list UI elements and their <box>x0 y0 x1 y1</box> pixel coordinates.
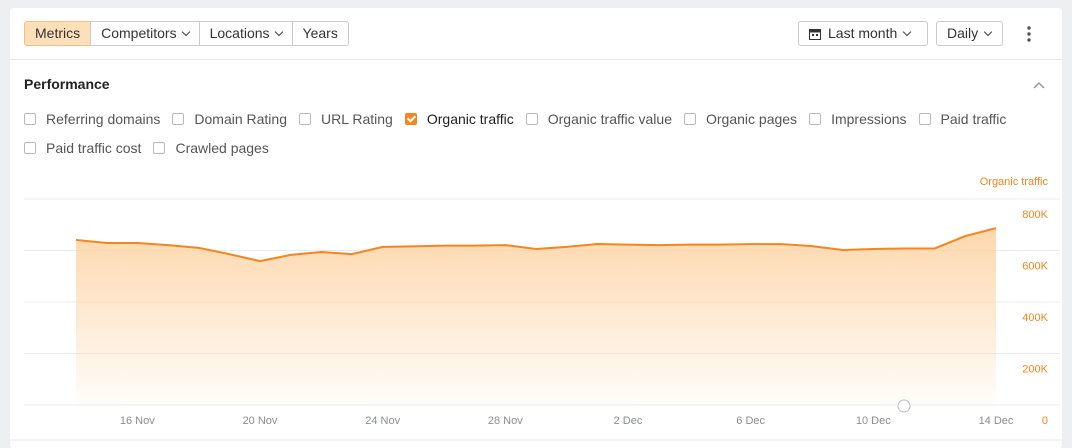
metric-row: Referring domains Domain Rating URL Rating… <box>24 111 1018 127</box>
annotation-icon <box>897 399 911 413</box>
metric-label: Organic traffic value <box>547 111 672 127</box>
checkbox <box>24 142 36 154</box>
kebab-icon[interactable] <box>1027 26 1031 42</box>
metric-checkbox[interactable]: Organic traffic <box>404 111 514 127</box>
tab[interactable]: Locations <box>198 21 293 46</box>
y-tick-label: 0 <box>1042 415 1048 427</box>
metric-label: Crawled pages <box>175 140 269 156</box>
x-tick-label: 10 Dec <box>856 415 891 427</box>
metric-checkbox[interactable]: Impressions <box>809 111 907 127</box>
metric-label: Paid traffic <box>940 111 1007 127</box>
checkbox <box>24 113 36 125</box>
x-tick-label: 14 Dec <box>979 415 1014 427</box>
checkbox <box>153 142 166 154</box>
x-tick-label: 24 Nov <box>365 415 400 427</box>
tab[interactable]: Metrics <box>24 21 92 46</box>
y-tick-label: 600K <box>1022 260 1048 272</box>
interval-label: Daily <box>947 25 979 41</box>
period-label: Last month <box>828 25 898 41</box>
y-tick-label: 400K <box>1022 312 1048 324</box>
tab[interactable]: Years <box>291 21 349 46</box>
metric-checkbox[interactable]: URL Rating <box>299 111 393 127</box>
tab-label: Years <box>302 25 338 41</box>
x-tick-label: 20 Nov <box>243 415 278 427</box>
tab-label: Competitors <box>101 25 177 41</box>
metric-label: Paid traffic cost <box>46 140 142 156</box>
checkbox <box>809 113 822 125</box>
metric-label: URL Rating <box>321 111 393 127</box>
metric-checkbox[interactable]: Crawled pages <box>153 140 269 156</box>
interval-button[interactable]: Daily <box>936 21 1003 46</box>
area <box>76 228 996 405</box>
tab-group: Metrics Competitors Locations Years <box>24 21 349 46</box>
checkbox <box>172 113 185 125</box>
x-tick-label: 2 Dec <box>614 415 643 427</box>
metric-checkbox[interactable]: Paid traffic cost <box>24 140 141 156</box>
metric-label: Organic traffic <box>426 111 514 127</box>
divider <box>10 59 1062 60</box>
x-tick-label: 16 Nov <box>120 415 155 427</box>
calendar-icon <box>809 28 821 40</box>
y-tick-label: 200K <box>1022 363 1048 375</box>
checkbox <box>299 113 311 125</box>
metric-label: Referring domains <box>46 111 161 127</box>
metric-row: Paid traffic cost Crawled pages <box>24 140 281 156</box>
metric-checkbox[interactable]: Referring domains <box>24 111 160 127</box>
section-title: Performance <box>24 76 110 92</box>
legend-label: Organic traffic <box>980 176 1049 188</box>
metric-checkbox[interactable]: Organic pages <box>684 111 797 127</box>
collapse-icon[interactable] <box>1033 81 1045 89</box>
checkbox <box>404 113 417 125</box>
x-tick-label: 28 Nov <box>488 415 523 427</box>
metric-label: Domain Rating <box>194 111 287 127</box>
metric-checkbox[interactable]: Paid traffic <box>918 111 1007 127</box>
period-button[interactable]: Last month <box>798 21 928 46</box>
x-tick-label: 6 Dec <box>736 415 765 427</box>
y-tick-label: 800K <box>1022 209 1048 221</box>
metric-checkbox[interactable]: Domain Rating <box>172 111 287 127</box>
tab-label: Metrics <box>35 25 81 41</box>
checkbox <box>525 113 538 125</box>
checkbox <box>918 113 931 125</box>
metric-label: Organic pages <box>706 111 798 127</box>
checkbox <box>684 113 696 125</box>
tab-label: Locations <box>209 25 270 41</box>
metric-label: Impressions <box>831 111 907 127</box>
metric-checkbox[interactable]: Organic traffic value <box>525 111 672 127</box>
line <box>75 227 997 263</box>
